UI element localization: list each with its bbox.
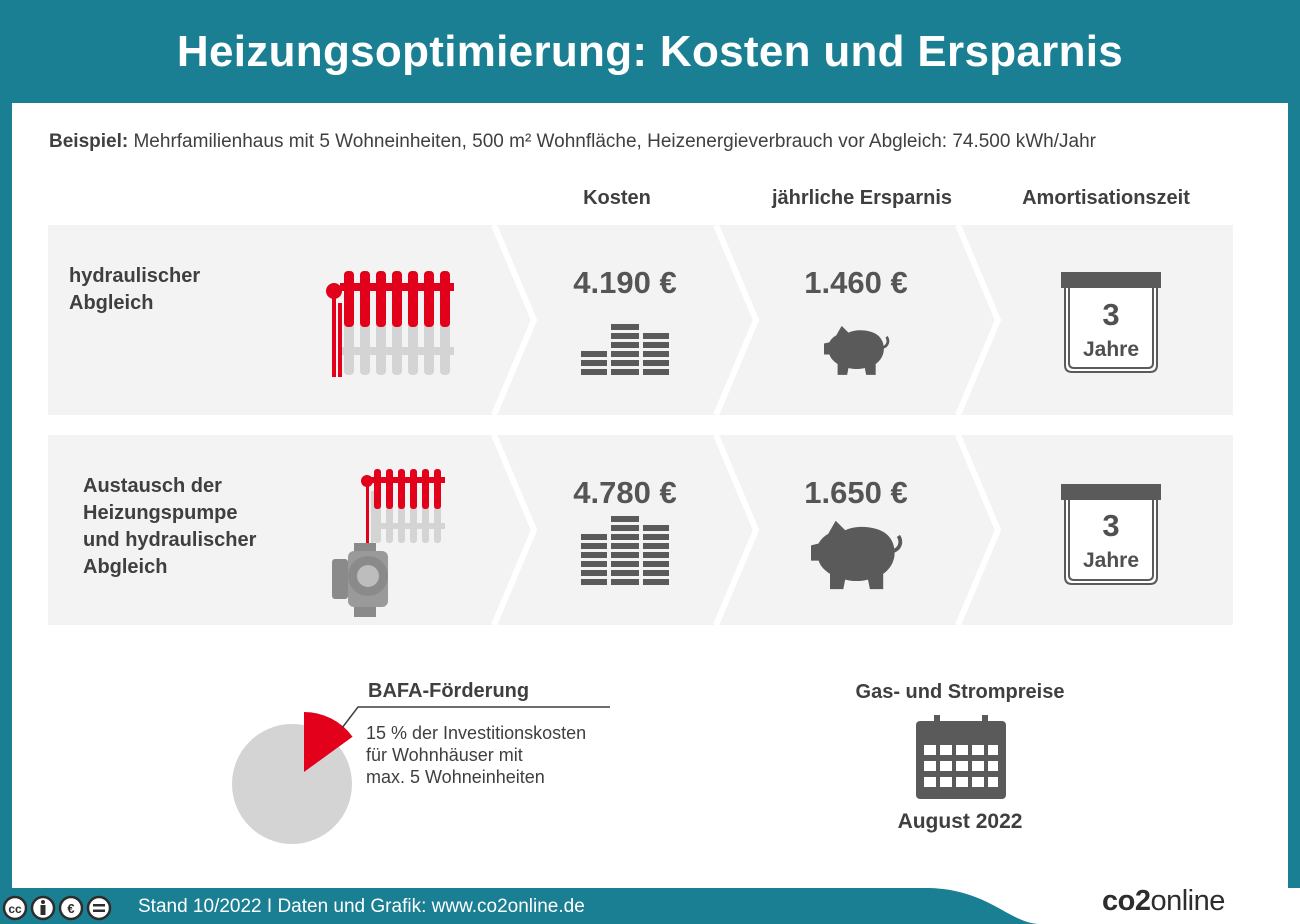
payback-number: 3	[1102, 297, 1120, 332]
cc-license-icons: cc €	[2, 895, 112, 921]
calendar-icon	[1061, 272, 1161, 373]
payback-unit: Jahre	[1082, 549, 1140, 572]
bafa-description: 15 % der Investitionskosten für Wohnhäus…	[366, 722, 586, 788]
footer-text: Stand 10/2022 I Daten und Grafik: www.co…	[138, 896, 585, 917]
row-hydraulic-balancing: hydraulischer Abgleich	[48, 225, 1233, 415]
row-label: hydraulischer Abgleich	[69, 263, 200, 317]
example-text: Mehrfamilienhaus mit 5 Wohneinheiten, 50…	[133, 131, 1096, 152]
radiator-icon	[361, 469, 445, 547]
row-background	[48, 225, 1233, 415]
row-label-line: Abgleich	[83, 556, 168, 578]
pie-slice-funding	[304, 712, 353, 772]
bafa-line: 15 % der Investitionskosten	[366, 723, 587, 743]
coin-stack-icon	[581, 324, 669, 375]
piggy-bank-icon	[824, 325, 890, 375]
bafa-title: BAFA-Förderung	[368, 680, 530, 702]
row-pump-replacement: Austausch der Heizungspumpe und hydrauli…	[48, 435, 1233, 625]
row-label-line: hydraulischer	[69, 265, 201, 287]
coin-stack-icon	[581, 516, 669, 585]
calendar-icon	[1061, 484, 1161, 585]
row-label-line: Heizungspumpe	[83, 502, 238, 524]
piggy-bank-icon	[811, 520, 903, 590]
content-panel: Beispiel: Mehrfamilienhaus mit 5 Wohnein…	[12, 103, 1288, 888]
heating-pump-icon	[332, 543, 388, 617]
callout-line	[342, 706, 610, 729]
page-title: Heizungsoptimierung: Kosten und Ersparni…	[176, 26, 1124, 76]
row-label-line: Abgleich	[69, 292, 154, 314]
logo-part: co2	[1102, 885, 1151, 917]
savings-value: 1.650 €	[804, 475, 908, 510]
radiator-icon	[326, 271, 454, 377]
co2online-logo: co2online	[1102, 885, 1225, 918]
payback-number: 3	[1102, 508, 1120, 543]
pie-icon	[232, 712, 353, 844]
example-label: Beispiel:	[49, 131, 129, 152]
savings-value: 1.460 €	[804, 265, 908, 300]
row-label: Austausch der Heizungspumpe und hydrauli…	[83, 473, 256, 581]
svg-text:€: €	[67, 901, 74, 916]
logo-part: online	[1150, 885, 1225, 917]
column-header-savings: jährliche Ersparnis	[771, 187, 953, 209]
prices-date: August 2022	[897, 810, 1023, 833]
payback-unit: Jahre	[1082, 338, 1140, 361]
example-line: Beispiel: Mehrfamilienhaus mit 5 Wohnein…	[49, 131, 1096, 153]
footer-shape	[930, 888, 1300, 924]
cost-value: 4.190 €	[573, 265, 677, 300]
bafa-line: für Wohnhäuser mit	[366, 745, 523, 765]
row-label-line: Austausch der	[83, 475, 222, 497]
row-background	[48, 435, 1233, 625]
cost-value: 4.780 €	[573, 475, 677, 510]
bafa-line: max. 5 Wohneinheiten	[366, 767, 545, 787]
header: Heizungsoptimierung: Kosten und Ersparni…	[0, 0, 1300, 103]
calendar-grid-icon	[916, 715, 1006, 799]
column-header-cost: Kosten	[583, 187, 651, 209]
prices-title: Gas- und Strompreise	[855, 681, 1065, 703]
svg-text:cc: cc	[8, 902, 22, 916]
row-label-line: und hydraulischer	[83, 529, 257, 551]
column-header-payback: Amortisationszeit	[1022, 187, 1190, 209]
